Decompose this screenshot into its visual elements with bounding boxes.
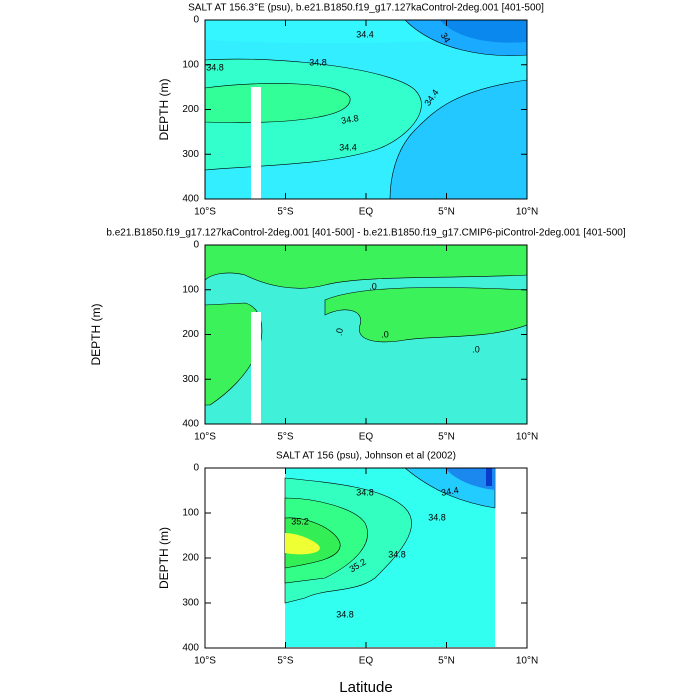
contour-fill-panel-1 xyxy=(205,20,527,199)
x-tick-label: EQ xyxy=(359,207,374,218)
y-tick-label: 400 xyxy=(182,419,199,430)
y-tick-label: 0 xyxy=(193,463,199,474)
x-tick-label: 5°S xyxy=(277,656,294,667)
y-axis-label: DEPTH (m) xyxy=(157,527,171,589)
x-tick-label: 10°N xyxy=(516,207,538,218)
contour-fill-panel-2 xyxy=(205,245,527,424)
x-tick-label: 5°N xyxy=(438,656,455,667)
x-tick-label: 5°N xyxy=(438,207,455,218)
x-axis-label: Latitude xyxy=(339,679,392,696)
x-tick-label: EQ xyxy=(359,432,374,443)
contour-label: 34.8 xyxy=(336,609,354,619)
y-tick-label: 100 xyxy=(182,284,199,295)
y-tick-label: 200 xyxy=(182,104,199,115)
x-tick-label: EQ xyxy=(359,656,374,667)
x-tick-label: 10°N xyxy=(516,432,538,443)
contour-fill-panel-3 xyxy=(284,468,496,647)
y-tick-label: 400 xyxy=(182,194,199,205)
contour-label: 34.8 xyxy=(206,62,224,72)
x-tick-label: 10°N xyxy=(516,656,538,667)
contour-label: 34.8 xyxy=(309,57,327,67)
y-tick-label: 400 xyxy=(182,643,199,654)
chart-title: SALT AT 156.3°E (psu), b.e21.B1850.f19_g… xyxy=(188,3,544,14)
chart-title: b.e21.B1850.f19_g17.127kaControl-2deg.00… xyxy=(106,228,625,239)
y-tick-label: 100 xyxy=(182,508,199,519)
y-axis-label: DEPTH (m) xyxy=(89,304,103,366)
x-tick-label: 10°S xyxy=(194,656,216,667)
chart-title: SALT AT 156 (psu), Johnson et al (2002) xyxy=(276,451,456,462)
y-tick-label: 0 xyxy=(193,15,199,26)
contour-label: .0 xyxy=(334,327,345,336)
x-tick-label: 10°S xyxy=(194,207,216,218)
y-tick-label: 200 xyxy=(182,329,199,340)
contour-label: .0 xyxy=(381,329,389,339)
contour-label: 34.8 xyxy=(428,512,446,522)
y-tick-label: 0 xyxy=(193,240,199,251)
contour-label: 34.4 xyxy=(440,485,459,498)
x-tick-label: 5°S xyxy=(277,432,294,443)
contour-label: .0 xyxy=(472,344,480,354)
contour-label: 34 xyxy=(439,31,453,45)
contour-label: 34.8 xyxy=(388,549,406,559)
x-tick-label: 5°N xyxy=(438,432,455,443)
contour-label: 34.8 xyxy=(356,487,374,497)
y-tick-label: 200 xyxy=(182,553,199,564)
contour-label: 35.2 xyxy=(291,516,309,526)
contour-label: 34.4 xyxy=(339,142,357,152)
y-tick-label: 300 xyxy=(182,598,199,609)
y-axis-label: DEPTH (m) xyxy=(157,79,171,141)
y-tick-label: 300 xyxy=(182,374,199,385)
y-tick-label: 300 xyxy=(182,149,199,160)
y-tick-label: 100 xyxy=(182,59,199,70)
contour-label: 34.8 xyxy=(340,113,359,126)
x-tick-label: 5°S xyxy=(277,207,294,218)
x-tick-label: 10°S xyxy=(194,432,216,443)
contour-label: .0 xyxy=(369,281,377,291)
contour-label: 34.4 xyxy=(356,29,374,39)
